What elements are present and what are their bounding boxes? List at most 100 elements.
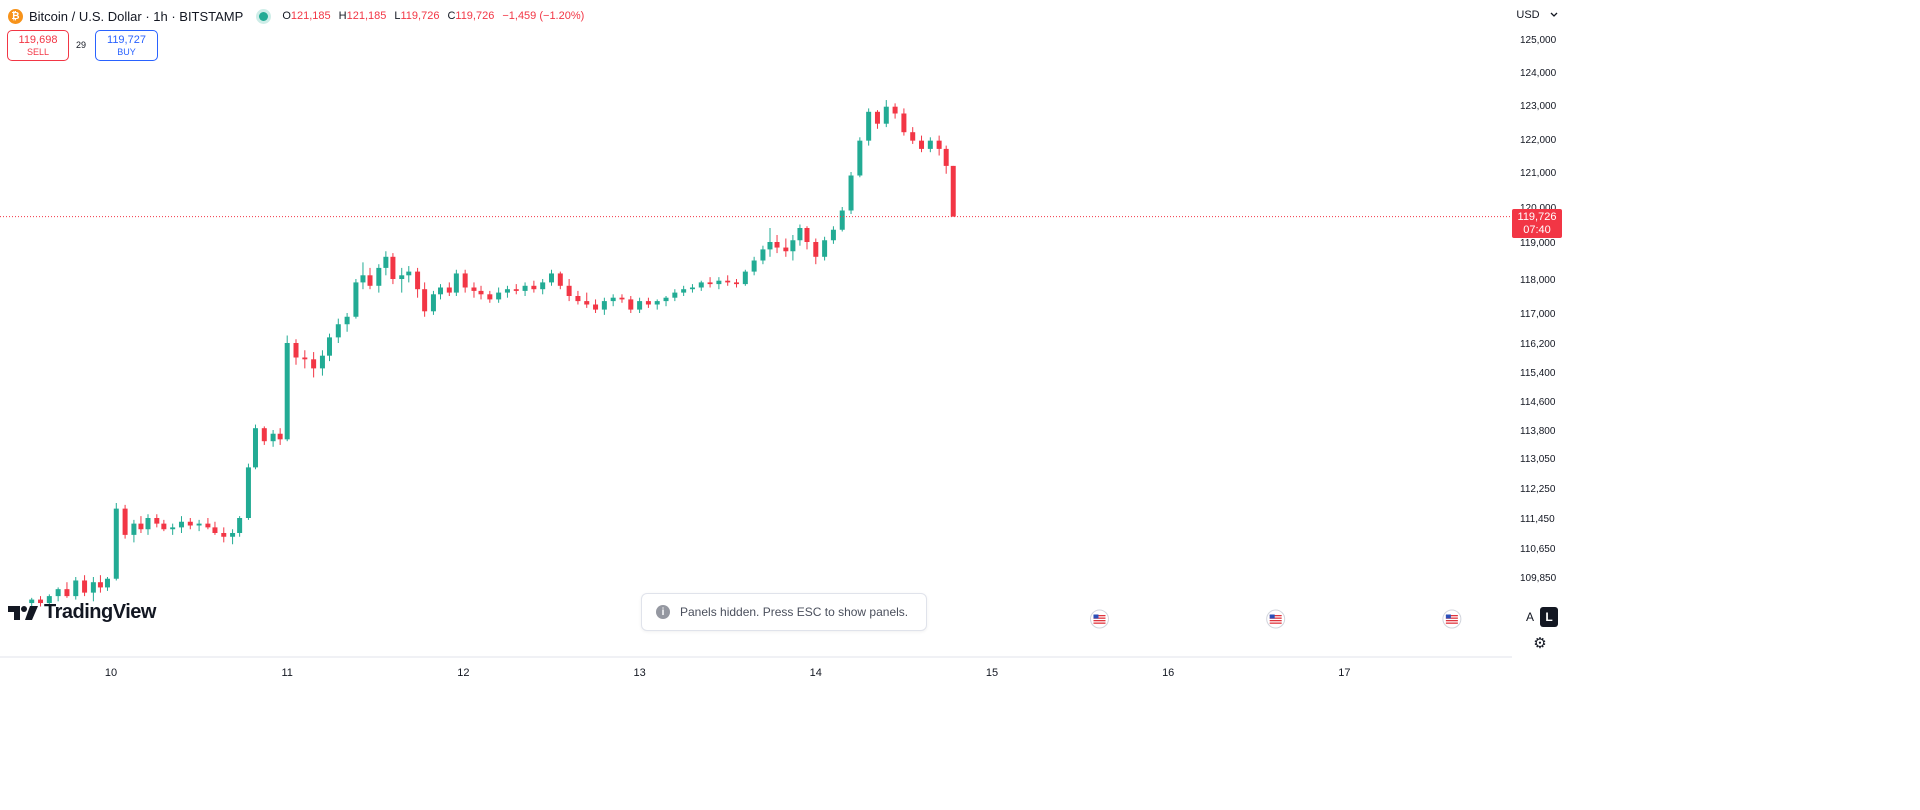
time-tick-label: 16 [1162, 667, 1174, 679]
flag-canton [1269, 614, 1275, 619]
candle [122, 504, 128, 539]
flag-stripe [1445, 615, 1458, 617]
candle [813, 238, 819, 265]
candle [767, 228, 773, 257]
candle [284, 335, 290, 442]
ohlc-values: O121,185 H121,185 L119,726 C119,726 −1,4… [282, 10, 584, 22]
candle [496, 287, 502, 303]
ohlc-open: O121,185 [282, 10, 331, 22]
candle-body [496, 292, 502, 300]
candle-body [857, 140, 863, 176]
bitcoin-icon: ₿ [8, 8, 23, 24]
candle-body [883, 106, 889, 124]
time-axis[interactable]: 10 11 12 13 14 15 16 17 [105, 667, 1351, 679]
candle [161, 519, 167, 532]
price-tick-label: 113,050 [1520, 454, 1556, 465]
candle-body [335, 324, 341, 338]
us-flag-icon[interactable] [1089, 609, 1109, 629]
candle-body [446, 287, 452, 293]
candle [415, 267, 421, 298]
sell-price: 119,698 [18, 33, 58, 46]
sell-button[interactable]: 119,698 SELL [7, 30, 69, 61]
candle [293, 339, 299, 365]
flag-stripe [1269, 615, 1282, 617]
candle [138, 516, 144, 533]
candle [73, 577, 79, 600]
candle [513, 284, 519, 295]
candle-body [406, 271, 412, 276]
candle [874, 110, 880, 129]
price-tick-label: 109,850 [1520, 573, 1557, 584]
currency-selector[interactable]: USD [1512, 4, 1562, 26]
candle-body [892, 106, 898, 114]
candle [383, 251, 389, 276]
candle-body [839, 210, 845, 230]
us-flag-icon[interactable] [1442, 609, 1462, 629]
candle-body [187, 521, 193, 526]
candle-body [237, 518, 243, 533]
candle-body [64, 589, 70, 597]
us-flag-icon[interactable] [1266, 609, 1286, 629]
candle [943, 145, 949, 174]
candle-body [783, 247, 789, 252]
flag-stripe [1093, 615, 1106, 617]
candle [221, 527, 227, 543]
candle [237, 516, 243, 537]
candle [637, 297, 643, 313]
candle [261, 426, 267, 445]
candle [936, 135, 942, 156]
candle-body [319, 355, 325, 369]
last-price-label: 119,726 07:40 [1512, 209, 1562, 238]
candle-body [113, 508, 119, 579]
event-badge [1266, 609, 1286, 629]
candle-body [453, 273, 459, 293]
candle [540, 279, 546, 295]
candle [645, 297, 651, 308]
gear-icon[interactable]: ⚙ [1533, 635, 1547, 652]
candle-body [221, 533, 227, 537]
price-tick-label: 124,000 [1520, 68, 1557, 79]
candle-body [383, 256, 389, 268]
candle [97, 575, 103, 593]
candle-body [376, 267, 382, 286]
candle [196, 519, 202, 532]
candle-body [422, 289, 428, 312]
price-tick-label: 110,650 [1520, 544, 1556, 555]
candle [707, 277, 713, 288]
flag-stripe [1269, 620, 1282, 622]
candle [478, 285, 484, 300]
candle-body [73, 580, 79, 597]
log-scale-button[interactable]: L [1540, 607, 1558, 627]
candle [326, 333, 332, 362]
economic-events[interactable] [1089, 609, 1462, 629]
candle-body [471, 287, 477, 291]
price-tick-label: 113,800 [1520, 426, 1556, 437]
candle-body [927, 140, 933, 149]
panels-hidden-toast[interactable]: i Panels hidden. Press ESC to show panel… [641, 593, 927, 631]
candle [725, 275, 731, 286]
candle [82, 575, 88, 597]
candle-body [742, 271, 748, 285]
candle-body [593, 304, 599, 310]
price-tick-label: 117,000 [1520, 309, 1556, 320]
candle [170, 523, 176, 535]
price-axis[interactable]: 125,000 124,000 123,000 122,000 121,000 120,0… [1520, 35, 1557, 584]
candle-body [196, 523, 202, 526]
auto-scale-button[interactable]: A [1525, 610, 1534, 624]
ohlc-high: H121,185 [338, 10, 387, 22]
candle [593, 299, 599, 313]
flag-stripe [1093, 620, 1106, 622]
symbol-legend: ₿ Bitcoin / U.S. Dollar · 1h · BITSTAMP … [8, 6, 584, 26]
candle-body [504, 289, 510, 293]
candle [335, 318, 341, 343]
candle-body [628, 299, 634, 310]
tradingview-logo[interactable]: TradingView [8, 601, 156, 624]
symbol-title[interactable]: Bitcoin / U.S. Dollar · 1h · BITSTAMP [29, 8, 244, 24]
candle-body [950, 165, 956, 217]
buy-button[interactable]: 119,727 BUY [95, 30, 158, 61]
candle [187, 518, 193, 530]
chevron-down-icon [1550, 12, 1558, 17]
candle [446, 282, 452, 296]
toast-message: Panels hidden. Press ESC to show panels. [680, 605, 909, 619]
